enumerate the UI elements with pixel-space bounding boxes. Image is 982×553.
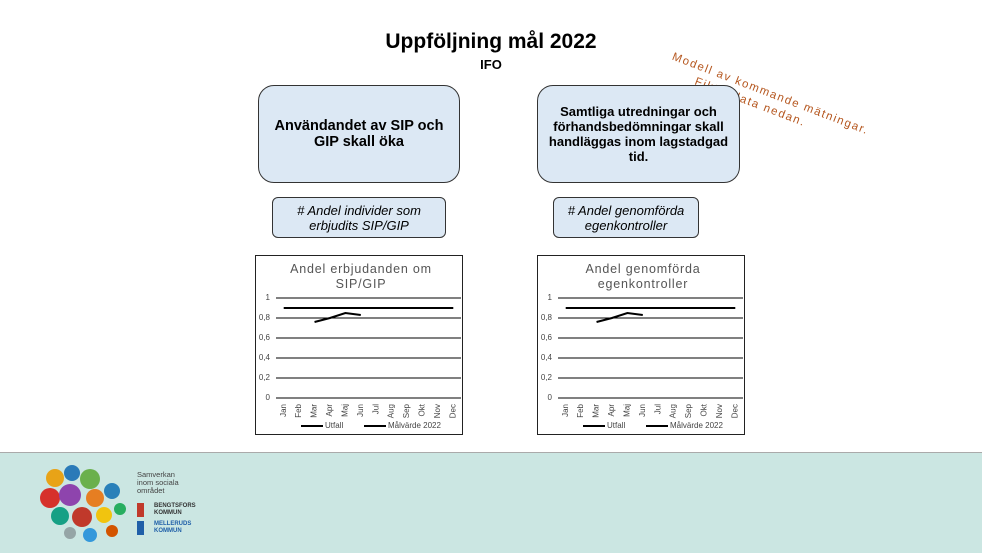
legend-label: Målvärde 2022 <box>388 421 441 430</box>
legend-label: Målvärde 2022 <box>670 421 723 430</box>
y-tick-label: 1 <box>266 293 271 302</box>
plot: 0 0,2 0,4 0,6 0,8 1 Jan Feb Mar Apr Maj Jun Jul Aug Se… <box>256 256 461 433</box>
x-tick-label: Maj <box>622 404 631 417</box>
y-tick-label: 0,4 <box>259 353 271 362</box>
y-tick-label: 0 <box>548 393 553 402</box>
slide: Uppföljning mål 2022 IFO Modell av komma… <box>0 0 982 553</box>
logo-line: området <box>137 487 179 495</box>
x-tick-label: Jan <box>279 404 288 417</box>
goal-box: Användandet av SIP och GIP skall öka <box>258 85 460 183</box>
municipality: BENGTSFORS KOMMUN <box>137 503 214 517</box>
x-tick-label: Maj <box>340 404 349 417</box>
slide-title: Uppföljning mål 2022 <box>0 30 982 54</box>
y-tick-label: 1 <box>548 293 553 302</box>
logo <box>0 453 140 553</box>
slide-subtitle: IFO <box>0 57 982 72</box>
goal-box: Samtliga utredningar och förhandsbedömni… <box>537 85 740 183</box>
x-tick-label: Apr <box>607 404 616 417</box>
x-tick-label: Mar <box>310 404 319 418</box>
y-tick-label: 0,4 <box>541 353 553 362</box>
y-tick-label: 0,6 <box>541 333 553 342</box>
x-tick-label: Nov <box>715 404 724 418</box>
x-tick-label: Dec <box>448 404 457 418</box>
x-tick-label: Nov <box>433 404 442 418</box>
x-tick-label: Jun <box>356 404 365 417</box>
y-tick-label: 0,2 <box>259 373 271 382</box>
x-tick-label: Okt <box>418 403 427 416</box>
legend-label: Utfall <box>325 421 343 430</box>
footer: Samverkan inom sociala området BENGTSFOR… <box>0 452 982 553</box>
x-tick-label: Dec <box>730 404 739 418</box>
y-tick-label: 0,6 <box>259 333 271 342</box>
municipality: MELLERUDS KOMMUN <box>137 521 214 535</box>
y-tick-label: 0 <box>266 393 271 402</box>
plot: 0 0,2 0,4 0,6 0,8 1 Jan Feb Mar Apr Maj Jun Jul Aug Se… <box>538 256 743 433</box>
x-tick-label: Jul <box>371 404 380 414</box>
legend-label: Utfall <box>607 421 625 430</box>
x-tick-label: Jun <box>638 404 647 417</box>
x-tick-label: Feb <box>576 403 585 417</box>
measure-box: # Andel genomförda egenkontroller <box>553 197 699 238</box>
x-tick-label: Aug <box>669 404 678 418</box>
y-tick-label: 0,8 <box>259 313 271 322</box>
logo-text: Samverkan inom sociala området <box>137 471 179 495</box>
x-tick-label: Feb <box>294 403 303 417</box>
x-tick-label: Apr <box>325 404 334 417</box>
x-tick-label: Sep <box>402 403 411 418</box>
x-tick-label: Sep <box>684 403 693 418</box>
y-tick-label: 0,8 <box>541 313 553 322</box>
x-tick-label: Mar <box>592 404 601 418</box>
x-tick-label: Okt <box>700 403 709 416</box>
x-tick-label: Aug <box>387 404 396 418</box>
y-tick-label: 0,2 <box>541 373 553 382</box>
x-tick-label: Jan <box>561 404 570 417</box>
x-tick-label: Jul <box>653 404 662 414</box>
measure-box: # Andel individer som erbjudits SIP/GIP <box>272 197 446 238</box>
